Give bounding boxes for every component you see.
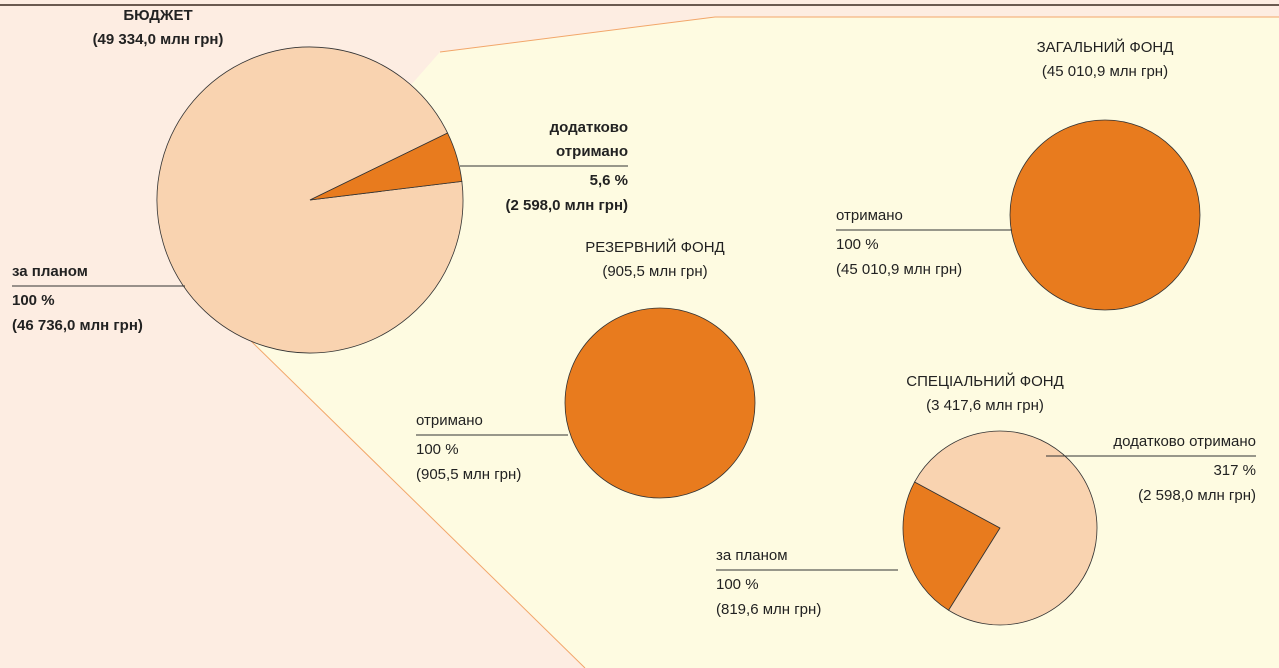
chart-title: РЕЗЕРВНИЙ ФОНД (585, 239, 725, 256)
slice-percent: 100 % (716, 576, 759, 593)
slice-amount: (905,5 млн грн) (416, 466, 522, 483)
slice-label: отримано (416, 412, 483, 429)
slice-percent: 317 % (1213, 462, 1256, 479)
chart-title: СПЕЦІАЛЬНИЙ ФОНД (906, 373, 1064, 390)
slice-label: додатково отримано (1113, 433, 1256, 450)
slice-amount: (46 736,0 млн грн) (12, 317, 143, 334)
pie-slice (902, 481, 1001, 611)
chart-subtitle: (905,5 млн грн) (602, 263, 708, 280)
chart-subtitle: (45 010,9 млн грн) (1041, 63, 1169, 80)
chart-title: ЗАГАЛЬНИЙ ФОНД (1036, 39, 1174, 56)
chart-title: БЮДЖЕТ (123, 7, 193, 24)
slice-amount: (45 010,9 млн грн) (836, 261, 963, 278)
slice-percent: 5,6 % (589, 172, 628, 189)
slice-label: за планом (12, 263, 88, 280)
slice-amount: (819,6 млн грн) (716, 601, 822, 618)
slice-percent: 100 % (836, 236, 879, 253)
chart-subtitle: (49 334,0 млн грн) (92, 31, 224, 48)
pie-slice (1009, 119, 1201, 311)
slice-percent: 100 % (12, 292, 55, 309)
zoom-edge (249, 339, 586, 668)
slice-label: отримано (836, 207, 903, 224)
slice-amount: (2 598,0 млн грн) (1138, 487, 1256, 504)
pie-slice (914, 430, 1098, 626)
pie-slice (309, 132, 463, 201)
slice-label: за планом (716, 547, 788, 564)
chart-subtitle: (3 417,6 млн грн) (926, 397, 1044, 414)
pie-slice (564, 307, 756, 499)
slice-percent: 100 % (416, 441, 459, 458)
slice-label: додатково отримано (549, 119, 628, 160)
slice-amount: (2 598,0 млн грн) (505, 197, 628, 214)
zoom-edge (439, 16, 1279, 53)
